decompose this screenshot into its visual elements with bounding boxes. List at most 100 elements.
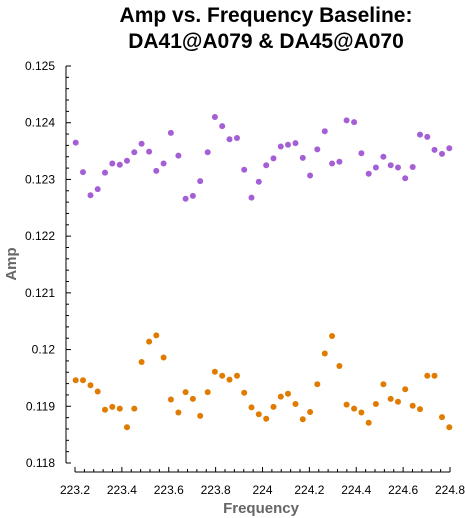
data-point-series-2: [270, 403, 277, 410]
x-tick-label: 223.8: [201, 483, 231, 497]
x-tick-label: 223.6: [154, 483, 184, 497]
data-point-series-1: [314, 146, 321, 153]
data-point-series-2: [402, 386, 409, 393]
data-point-series-2: [372, 401, 379, 407]
data-point-series-1: [417, 131, 423, 138]
data-point-series-2: [439, 414, 445, 421]
data-point-series-1: [365, 170, 372, 177]
data-point-series-1: [263, 162, 270, 169]
chart-title-line-1: Amp vs. Frequency Baseline:: [120, 4, 413, 27]
data-point-series-2: [336, 363, 343, 369]
data-point-series-1: [234, 135, 240, 141]
data-point-series-2: [175, 409, 182, 416]
x-axis-label: Frequency: [223, 500, 300, 517]
data-point-series-2: [72, 377, 79, 384]
x-tick-label: 224.6: [388, 483, 418, 497]
data-point-series-2: [292, 401, 299, 407]
data-point-series-1: [153, 167, 160, 174]
y-tick-label: 0.12: [32, 343, 56, 357]
data-point-series-2: [431, 372, 438, 379]
data-point-series-2: [387, 395, 394, 402]
data-point-series-2: [226, 376, 233, 383]
data-point-series-1: [307, 172, 314, 179]
data-point-series-2: [146, 338, 153, 345]
data-point-series-2: [395, 398, 401, 405]
y-tick-label: 0.122: [25, 229, 55, 243]
data-point-series-2: [109, 403, 116, 410]
data-point-series-1: [343, 117, 350, 124]
data-point-series-1: [167, 129, 174, 136]
x-tick-label: 224.8: [435, 483, 465, 497]
data-point-series-2: [417, 406, 423, 413]
data-point-series-1: [102, 169, 108, 176]
data-point-series-1: [329, 160, 336, 167]
y-tick-label: 0.124: [25, 116, 55, 130]
data-point-series-1: [299, 154, 306, 161]
y-tick-label: 0.125: [25, 59, 55, 73]
data-point-series-1: [292, 140, 299, 147]
y-tick-label: 0.118: [26, 456, 55, 470]
data-point-series-1: [138, 140, 145, 147]
x-tick-label: 224.4: [341, 483, 371, 497]
data-point-series-1: [211, 114, 218, 120]
data-point-series-2: [182, 389, 189, 396]
data-point-series-2: [153, 332, 160, 339]
data-point-series-1: [409, 164, 416, 170]
data-point-series-2: [241, 389, 248, 396]
data-point-series-2: [219, 372, 226, 379]
data-point-series-2: [285, 390, 291, 397]
data-point-series-2: [380, 381, 387, 388]
data-point-series-1: [124, 157, 130, 164]
data-point-series-1: [160, 160, 167, 167]
data-point-series-2: [329, 333, 336, 339]
data-point-series-1: [175, 152, 182, 159]
x-tick-label: 223.4: [107, 483, 137, 497]
data-point-series-1: [255, 178, 262, 185]
data-point-series-2: [446, 424, 453, 431]
data-point-series-1: [131, 149, 138, 156]
data-point-series-1: [424, 133, 431, 140]
data-point-series-2: [409, 402, 416, 409]
data-point-series-2: [358, 409, 365, 416]
data-point-series-2: [307, 409, 314, 415]
x-tick-label: 224: [252, 483, 272, 497]
data-point-series-2: [87, 382, 94, 389]
data-point-series-2: [160, 354, 167, 361]
data-point-series-1: [87, 192, 94, 199]
y-tick-label: 0.121: [25, 286, 55, 300]
y-axis-ticks: 0.118 0.119 0.12 0.121 0.122 0.123 0.124 0.125: [25, 59, 71, 470]
data-point-series-2: [197, 412, 204, 419]
data-point-series-1: [431, 146, 438, 153]
data-point-series-2: [138, 359, 145, 365]
data-point-series-1: [395, 164, 401, 171]
data-point-series-1: [197, 178, 204, 185]
data-point-series-1: [439, 150, 445, 157]
data-point-series-1: [321, 128, 328, 135]
x-tick-label: 223.2: [60, 483, 90, 497]
data-point-series-2: [80, 377, 86, 384]
data-point-series-2: [211, 368, 218, 375]
data-point-series-1: [351, 119, 358, 126]
data-point-series-1: [372, 164, 379, 171]
data-point-series-1: [204, 149, 211, 156]
data-point-series-2: [321, 350, 328, 357]
data-point-series-2: [167, 396, 174, 403]
data-point-series-2: [277, 393, 284, 400]
data-point-series-2: [248, 404, 255, 411]
data-point-series-1: [270, 155, 277, 162]
data-point-series-2: [189, 395, 196, 402]
data-point-series-1: [94, 186, 101, 193]
data-point-series-1: [189, 192, 196, 199]
data-point-series-1: [402, 175, 409, 182]
data-point-series-1: [387, 162, 394, 169]
data-point-series-2: [424, 372, 431, 379]
data-points: [72, 114, 453, 431]
data-point-series-2: [351, 405, 358, 412]
y-tick-label: 0.123: [25, 172, 55, 186]
chart-title-line-2: DA41@A079 & DA45@A070: [128, 30, 404, 53]
data-point-series-1: [285, 141, 291, 148]
data-point-series-2: [299, 416, 306, 423]
data-point-series-1: [380, 153, 387, 160]
data-point-series-2: [116, 405, 123, 412]
